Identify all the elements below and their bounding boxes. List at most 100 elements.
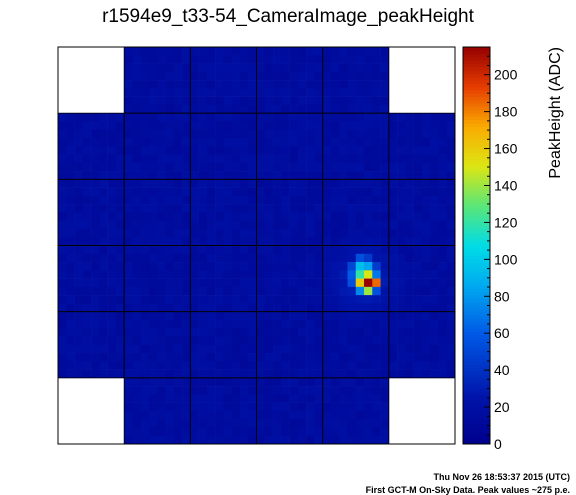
heatmap-cell	[231, 353, 241, 362]
heatmap-cell	[273, 262, 282, 271]
heatmap-cell	[273, 336, 282, 346]
heatmap-cell	[330, 228, 340, 238]
heatmap-cell	[107, 319, 117, 329]
heatmap-cell	[157, 88, 166, 97]
heatmap-cell	[330, 171, 340, 180]
heatmap-cell	[330, 427, 340, 437]
heatmap-cell	[132, 270, 142, 279]
heatmap-cell	[438, 121, 448, 131]
heatmap-cell	[148, 419, 158, 428]
heatmap-cell	[405, 303, 414, 312]
heatmap-cell	[256, 435, 266, 445]
heatmap-cell	[107, 344, 117, 354]
heatmap-cell	[107, 361, 117, 370]
heatmap-cell	[380, 204, 390, 213]
heatmap-cell	[446, 113, 456, 122]
heatmap-cell	[140, 129, 150, 139]
heatmap-cell	[430, 328, 439, 337]
heatmap-cell	[297, 146, 307, 155]
heatmap-cell	[297, 386, 307, 395]
heatmap-cell	[82, 195, 92, 205]
heatmap-cell	[182, 336, 191, 346]
heatmap-cell	[256, 113, 266, 122]
heatmap-cell	[157, 179, 166, 188]
heatmap-cell	[91, 336, 100, 346]
heatmap-cell	[339, 171, 348, 180]
heatmap-cell	[430, 204, 439, 213]
heatmap-cell	[223, 435, 232, 445]
color-scale-band	[463, 404, 490, 409]
heatmap-cell	[372, 88, 381, 97]
heatmap-cell	[124, 377, 133, 387]
heatmap-cell	[380, 212, 390, 221]
heatmap-cell	[430, 195, 439, 205]
heatmap-cell	[438, 146, 448, 155]
heatmap-cell	[413, 204, 423, 213]
heatmap-cell	[347, 220, 357, 230]
heatmap-cell	[297, 328, 307, 337]
heatmap-cell	[140, 80, 150, 89]
heatmap-cell	[397, 137, 406, 147]
heatmap-cell	[438, 262, 448, 271]
heatmap-cell	[264, 154, 274, 164]
heatmap-cell	[132, 361, 142, 370]
heatmap-cell	[206, 179, 216, 188]
heatmap-cell	[314, 104, 323, 114]
heatmap-cell	[173, 71, 183, 81]
heatmap-cell	[281, 96, 290, 106]
heatmap-cell	[198, 353, 208, 362]
heatmap-cell	[198, 154, 208, 164]
heatmap-cell	[198, 270, 208, 279]
heatmap-cell	[421, 286, 431, 296]
heatmap-cell	[124, 121, 133, 131]
heatmap-cell	[438, 113, 448, 122]
color-scale-tick-label: 120	[494, 214, 518, 230]
heatmap-cell	[91, 187, 100, 197]
color-scale-tick-label: 100	[494, 251, 518, 267]
heatmap-cell	[173, 369, 183, 379]
heatmap-cell	[157, 361, 166, 370]
heatmap-cell	[115, 270, 125, 279]
heatmap-cell	[74, 262, 84, 271]
heatmap-cell	[339, 47, 348, 56]
heatmap-cell	[148, 204, 158, 213]
heatmap-cell	[405, 171, 414, 180]
heatmap-cell	[198, 319, 208, 329]
heatmap-cell	[355, 377, 365, 387]
heatmap-cell	[182, 104, 191, 114]
heatmap-cell	[165, 146, 175, 155]
footer-caption: First GCT-M On-Sky Data. Peak values ~27…	[365, 485, 570, 495]
heatmap-cell	[248, 121, 257, 131]
color-scale-band	[463, 381, 490, 385]
heatmap-cell	[148, 336, 158, 346]
heatmap-cell	[273, 253, 282, 263]
heatmap-cell	[322, 55, 332, 64]
heatmap-cell	[273, 104, 282, 114]
color-scale-band	[463, 377, 490, 382]
heatmap-cell	[347, 319, 357, 329]
heatmap-cell	[314, 253, 323, 263]
heatmap-cell	[248, 303, 257, 312]
heatmap-cell	[66, 220, 75, 230]
heatmap-cell	[380, 220, 390, 230]
heatmap-cell	[239, 344, 249, 354]
heatmap-cell	[297, 361, 307, 370]
heatmap-cell	[182, 212, 191, 221]
color-scale-band	[463, 262, 490, 266]
heatmap-cell	[405, 179, 414, 188]
heatmap-cell	[281, 402, 290, 412]
heatmap-cell	[372, 154, 381, 164]
heatmap-cell	[281, 394, 290, 403]
heatmap-cell	[190, 353, 199, 362]
heatmap-cell	[165, 220, 175, 230]
heatmap-cell	[388, 187, 398, 197]
heatmap-cell	[140, 71, 150, 81]
heatmap-cell	[397, 212, 406, 221]
heatmap-cell	[148, 328, 158, 337]
heatmap-cell	[347, 80, 357, 89]
heatmap-cell	[165, 270, 175, 279]
heatmap-cell	[388, 328, 398, 337]
heatmap-cell	[339, 121, 348, 131]
heatmap-cell	[58, 154, 67, 164]
heatmap-cell	[248, 319, 257, 329]
